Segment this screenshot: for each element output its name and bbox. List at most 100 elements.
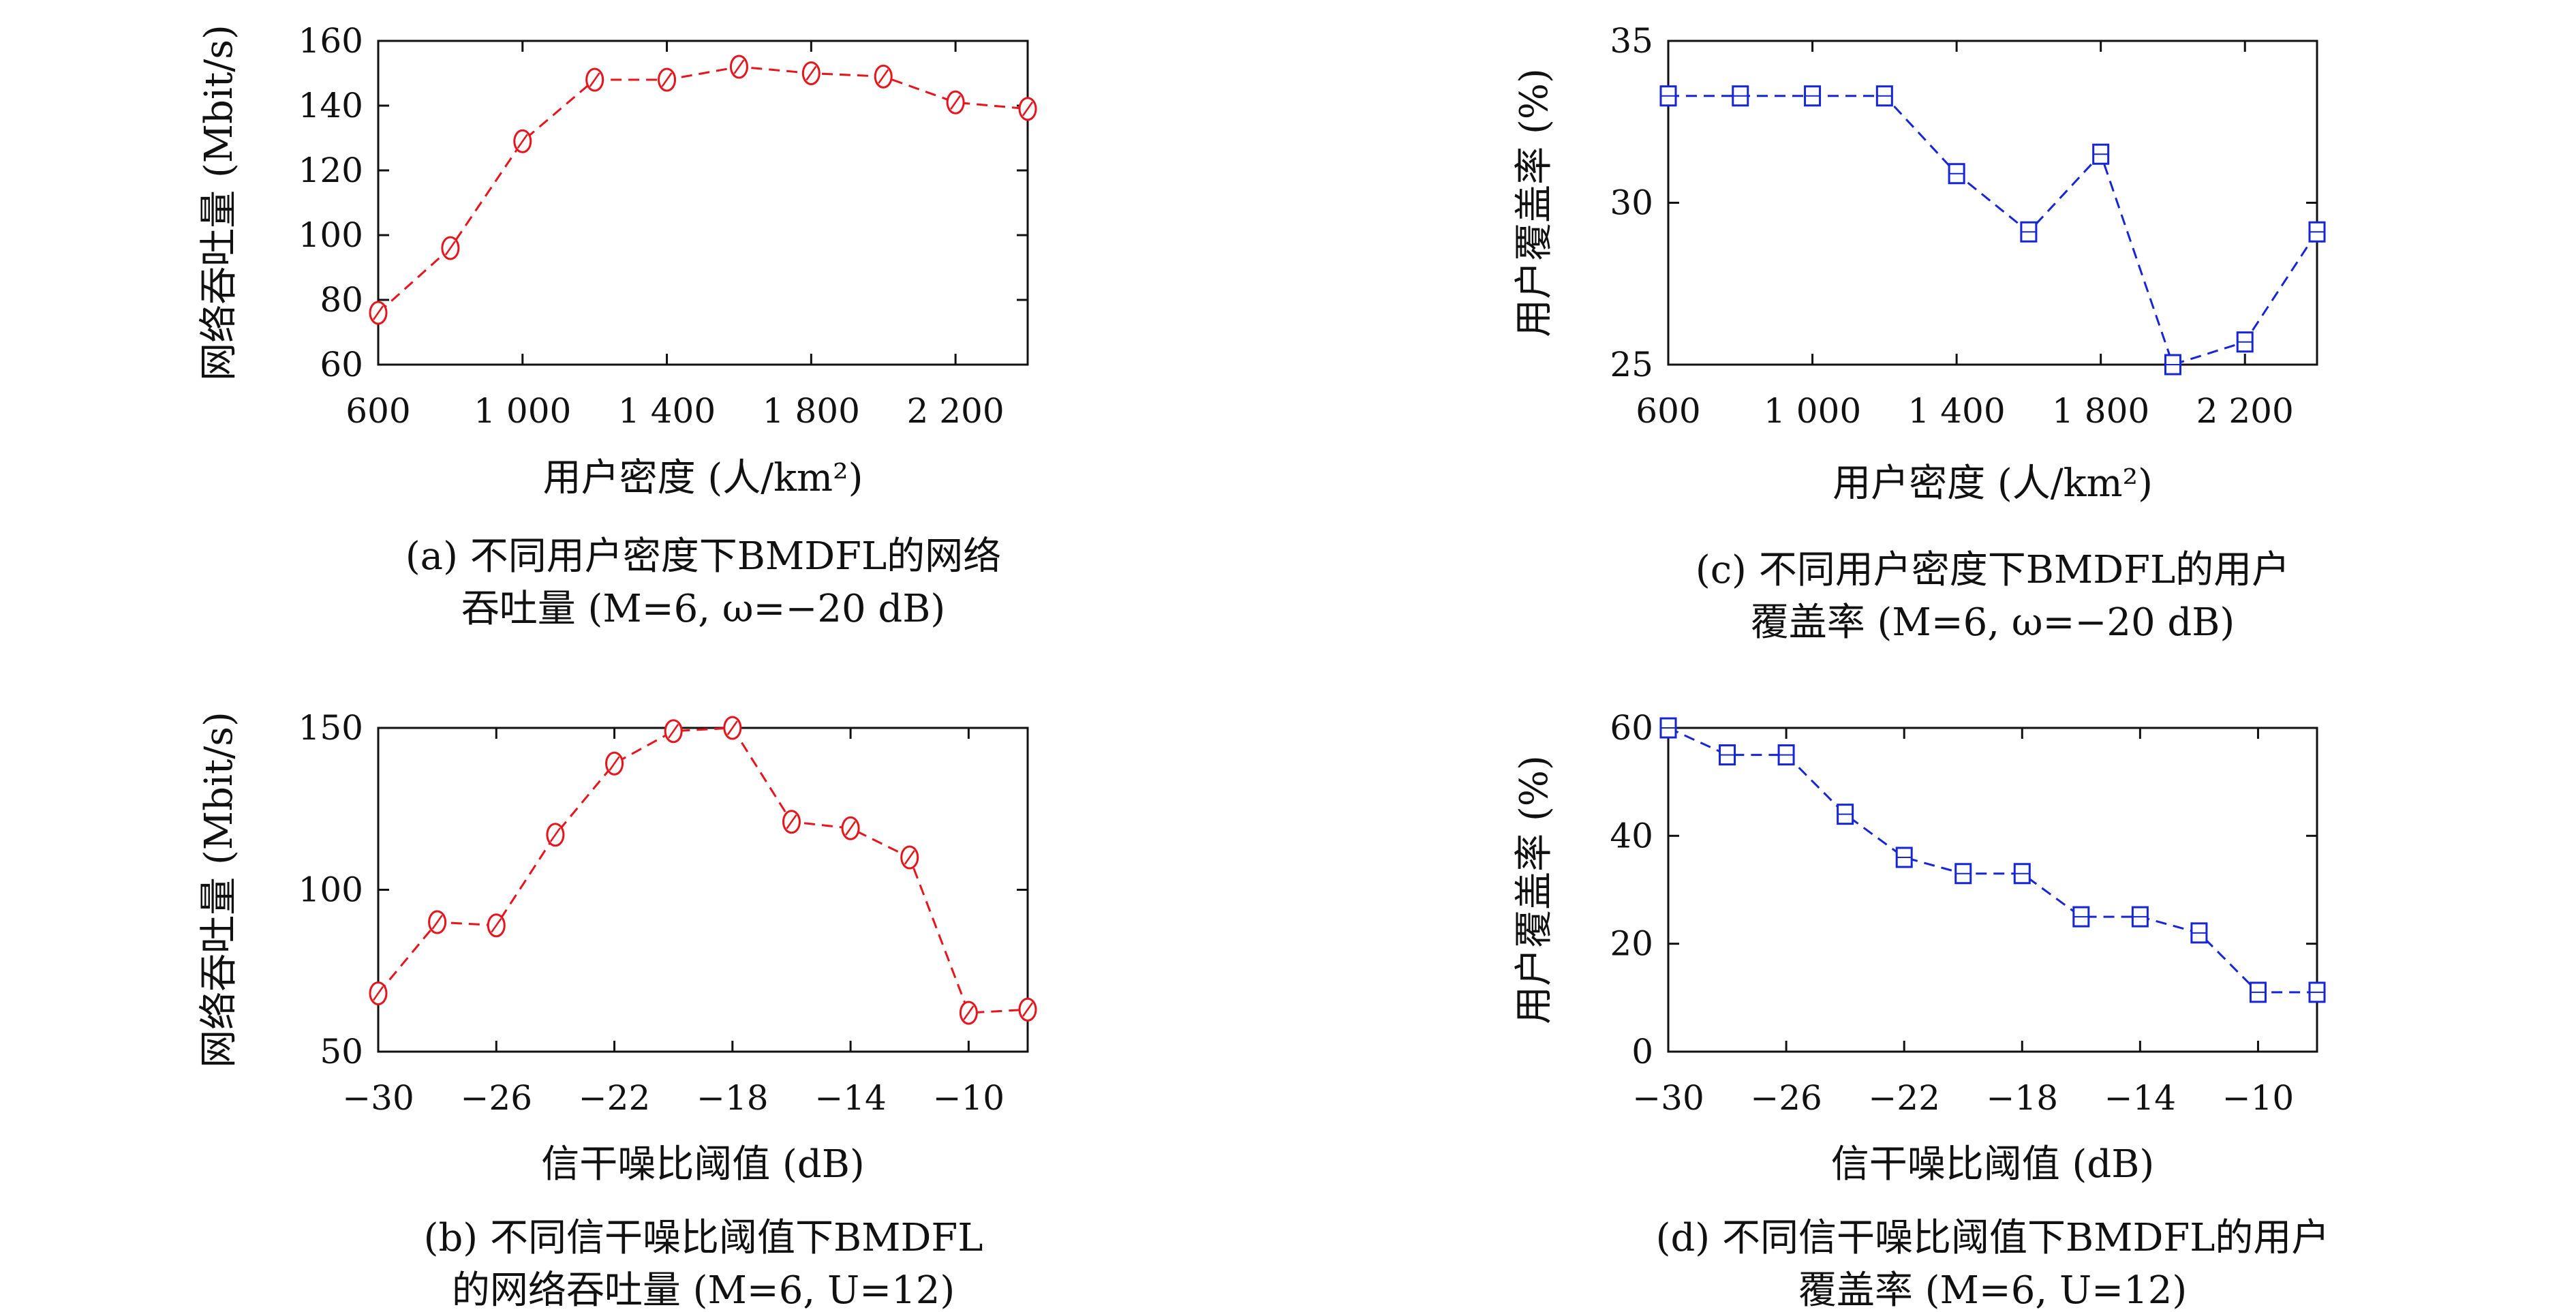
y-axis-label: 用户覆盖率 (%)	[1512, 68, 1557, 337]
series-line	[377, 727, 1028, 1014]
data-point-square	[1777, 744, 1795, 766]
data-point-circle	[782, 810, 801, 834]
x-tick-label: 1 800	[2052, 391, 2149, 431]
marker-slash	[786, 814, 797, 829]
caption-line-1: (a) 不同用户密度下BMDFL的网络	[405, 534, 1001, 579]
y-tick-label: 40	[1610, 816, 1653, 855]
data-point-square	[2131, 906, 2149, 928]
marker-slash	[549, 827, 561, 842]
data-point-square	[2072, 906, 2090, 928]
y-tick-label: 100	[298, 870, 363, 910]
data-point-square	[2164, 354, 2181, 376]
marker-slash	[963, 1005, 975, 1020]
marker-slash	[726, 720, 738, 735]
data-point-circle	[513, 129, 532, 153]
plot-frame	[1667, 40, 2318, 366]
caption-line-2: 覆盖率 (M=6, U=12)	[1798, 1268, 2187, 1312]
x-tick-label: −10	[933, 1078, 1005, 1118]
x-tick-label: 1 400	[1908, 391, 2006, 431]
data-point-square	[1875, 85, 1893, 107]
caption-line-2: 吞吐量 (M=6, ω=−20 dB)	[461, 587, 946, 631]
marker-slash	[904, 850, 915, 865]
x-axis-label: 信干噪比阈值 (dB)	[541, 1142, 865, 1187]
x-tick-label: 1 800	[763, 391, 860, 431]
data-point-circle	[801, 61, 821, 85]
data-point-square	[1837, 804, 1854, 825]
x-axis-label: 信干噪比阈值 (dB)	[1831, 1142, 2155, 1187]
data-point-circle	[605, 751, 624, 776]
data-point-circle	[946, 90, 965, 115]
data-point-circle	[369, 301, 388, 325]
plot-frame	[1667, 727, 2318, 1053]
x-tick-label: −30	[342, 1078, 414, 1118]
y-tick-label: 0	[1631, 1032, 1653, 1071]
data-point-circle	[658, 67, 677, 92]
data-point-square	[1659, 85, 1677, 107]
y-tick-label: 160	[298, 21, 363, 61]
y-tick-label: 50	[320, 1032, 363, 1071]
data-point-circle	[1018, 97, 1037, 121]
x-tick-label: −26	[461, 1078, 533, 1118]
y-tick-label: 20	[1610, 924, 1653, 964]
y-tick-label: 140	[298, 86, 363, 125]
marker-slash	[444, 241, 456, 256]
x-tick-label: −26	[1750, 1078, 1822, 1118]
data-point-circle	[369, 981, 388, 1005]
marker-slash	[950, 95, 962, 110]
x-tick-label: −14	[814, 1078, 887, 1118]
data-point-circle	[441, 236, 460, 260]
marker-slash	[431, 915, 443, 930]
marker-slash	[491, 918, 502, 933]
data-point-circle	[959, 1001, 978, 1025]
plot-frame	[377, 40, 1029, 366]
x-tick-label: −14	[2104, 1078, 2177, 1118]
data-point-circle	[841, 816, 860, 840]
caption-line-1: (d) 不同信干噪比阈值下BMDFL的用户	[1656, 1216, 2330, 1260]
marker-slash	[589, 72, 600, 87]
y-tick-label: 150	[298, 708, 363, 748]
y-tick-label: 120	[298, 151, 363, 190]
chart-panel-a: 600 1 000 1 400 1 800 2 200 60 80 100 120 140 160 用…	[197, 21, 1037, 631]
x-tick-label: 2 200	[907, 391, 1005, 431]
data-point-square	[2013, 863, 2031, 885]
chart-panel-d: −30 −26 −22 −18 −14 −10 0 20 40 60 信干噪比阈值 (dB) 用户覆盖…	[1512, 708, 2329, 1312]
data-point-circle	[723, 716, 742, 740]
x-tick-label: 600	[1636, 391, 1700, 431]
data-point-square	[1804, 85, 1822, 107]
data-point-circle	[546, 823, 565, 847]
x-axis-label: 用户密度 (人/km²)	[543, 456, 863, 500]
data-point-square	[2236, 331, 2254, 353]
data-point-square	[1895, 846, 1913, 868]
y-tick-label: 80	[320, 280, 363, 320]
x-axis-label: 用户密度 (人/km²)	[1833, 461, 2153, 506]
data-point-square	[2308, 981, 2326, 1003]
data-point-square	[2020, 221, 2038, 243]
y-tick-label: 100	[298, 215, 363, 255]
x-tick-label: 600	[346, 391, 410, 431]
marker-slash	[845, 821, 857, 836]
caption-line-1: (b) 不同信干噪比阈值下BMDFL	[424, 1216, 983, 1260]
y-tick-label: 30	[1610, 183, 1653, 223]
marker-slash	[733, 59, 745, 74]
marker-slash	[372, 986, 384, 1001]
data-point-circle	[1018, 997, 1037, 1022]
caption-line-1: (c) 不同用户密度下BMDFL的用户	[1696, 548, 2290, 592]
x-tick-label: 1 000	[1764, 391, 1861, 431]
y-tick-label: 60	[320, 345, 363, 384]
y-axis-label: 网络吞吐量 (Mbit/s)	[197, 712, 241, 1068]
data-point-circle	[487, 913, 506, 938]
x-tick-label: −22	[1868, 1078, 1940, 1118]
y-tick-label: 25	[1610, 345, 1653, 384]
data-point-square	[1659, 717, 1677, 739]
x-tick-label: −22	[579, 1078, 651, 1118]
plot-frame	[377, 727, 1029, 1053]
series-line	[1668, 95, 2318, 366]
marker-slash	[661, 72, 673, 87]
series-line	[377, 65, 1028, 314]
data-point-square	[1719, 744, 1736, 766]
y-axis-label: 网络吞吐量 (Mbit/s)	[197, 25, 241, 381]
data-point-circle	[729, 55, 748, 79]
caption-line-2: 覆盖率 (M=6, ω=−20 dB)	[1751, 600, 2235, 645]
x-tick-label: −18	[1987, 1078, 2059, 1118]
